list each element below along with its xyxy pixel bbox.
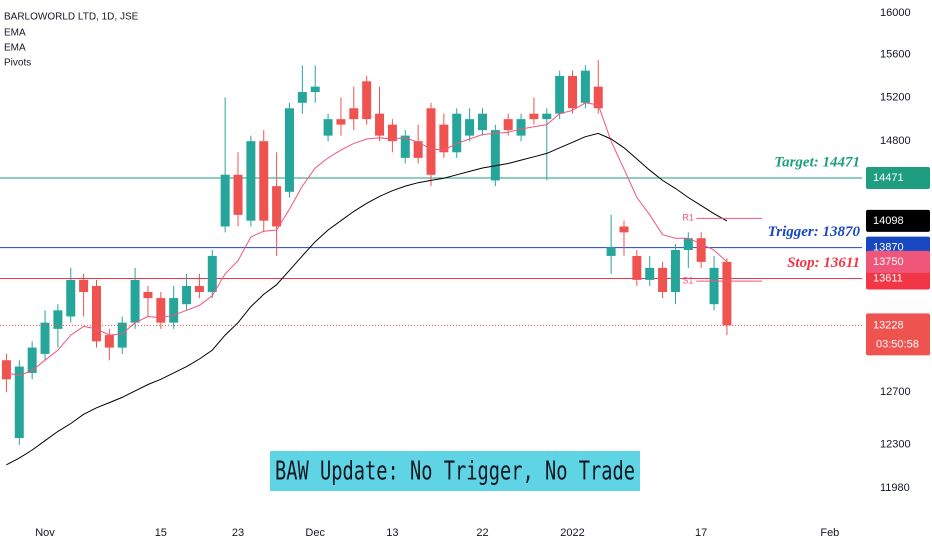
x-tick-label: 13 <box>386 527 398 539</box>
price-badge: 13870 <box>873 242 904 254</box>
legend-entry: EMA <box>4 28 26 39</box>
candle-body <box>503 119 513 131</box>
candle-body <box>683 238 693 250</box>
ema-badge-bg <box>866 250 930 273</box>
y-tick-label: 15600 <box>880 49 911 61</box>
candle-body <box>40 322 50 354</box>
candle-body <box>272 186 282 227</box>
price-line-label: Trigger: 13870 <box>768 224 861 240</box>
candle-body <box>91 285 101 342</box>
x-tick-label: 23 <box>232 527 244 539</box>
candle-body <box>336 119 346 125</box>
candle-body <box>722 261 732 326</box>
y-tick-label: 15200 <box>880 91 911 103</box>
candle-body <box>632 255 642 280</box>
chart-title: BARLOWORLD LTD, 1D, JSE <box>4 12 139 23</box>
candle-body <box>593 86 603 109</box>
candle-body <box>709 267 719 305</box>
candle-body <box>400 135 410 158</box>
candle-body <box>323 119 333 136</box>
candle-body <box>66 279 76 317</box>
annotation-bg <box>270 451 640 491</box>
candle-body <box>220 174 230 227</box>
candle-body <box>14 366 24 439</box>
y-tick-label: 12300 <box>880 439 911 451</box>
candle-body <box>117 322 127 348</box>
price-line-label: Target: 14471 <box>774 154 860 170</box>
price-badge: 14471 <box>873 172 904 184</box>
candle-body <box>182 285 192 305</box>
candle-body <box>516 119 526 136</box>
candle-body <box>580 70 590 103</box>
y-tick-label: 16000 <box>880 7 911 19</box>
candle-body <box>233 174 243 215</box>
x-tick-label: 15 <box>155 527 167 539</box>
candle-body <box>143 291 153 299</box>
candle-body <box>542 113 552 120</box>
ema-line <box>6 132 728 466</box>
candle-body <box>207 255 217 292</box>
current-price-badge: 13228 <box>873 319 904 331</box>
candle-body <box>297 92 307 103</box>
candle-body <box>465 119 475 136</box>
x-tick-label: Dec <box>305 527 325 539</box>
candle-body <box>349 108 359 120</box>
x-tick-label: Feb <box>820 527 839 539</box>
candle-body <box>696 238 706 262</box>
price-badge-bg <box>866 267 930 290</box>
candle-body <box>529 113 539 120</box>
ema-line <box>6 102 728 377</box>
candle-body <box>413 141 423 158</box>
candle-body <box>259 141 269 221</box>
x-tick-label: 22 <box>476 527 488 539</box>
candle-body <box>27 347 37 373</box>
x-tick-label: 2022 <box>560 527 584 539</box>
candle-body <box>670 249 680 292</box>
legend-entry: EMA <box>4 43 26 54</box>
y-tick-label: 11980 <box>880 482 910 494</box>
candle-body <box>246 141 256 221</box>
candle-body <box>568 75 578 109</box>
candle-body <box>79 279 89 292</box>
x-tick-label: Nov <box>35 527 55 539</box>
ema-badge-bg <box>866 209 930 232</box>
candle-body <box>555 75 565 114</box>
y-tick-label: 14800 <box>880 135 911 147</box>
y-tick-label: 12700 <box>880 386 911 398</box>
ema-badge: 14098 <box>873 215 904 227</box>
candle-body <box>194 285 204 292</box>
candle-body <box>156 298 166 323</box>
price-badge: 13611 <box>873 272 903 284</box>
candle-body <box>284 108 294 192</box>
candle-body <box>658 267 668 292</box>
pivot-label: S1 <box>682 275 693 285</box>
annotation: BAW Update: No Trigger, No Trade <box>275 457 635 487</box>
price-badge-bg <box>866 167 930 190</box>
ema-badge: 13750 <box>873 256 904 268</box>
candle-body <box>439 124 449 153</box>
candle-body <box>362 81 372 120</box>
candle-body <box>619 226 629 233</box>
candle-body <box>490 130 500 181</box>
candle-body <box>426 108 436 175</box>
candle-body <box>375 113 385 136</box>
candle-body <box>387 124 397 142</box>
candle-body <box>606 247 616 256</box>
candle-body <box>452 113 462 153</box>
pivot-label: R1 <box>682 213 694 223</box>
candle-body <box>104 335 114 348</box>
legend-entry: Pivots <box>4 58 31 69</box>
candle-body <box>1 360 11 380</box>
candle-body <box>310 86 320 93</box>
candle-body <box>130 279 140 323</box>
candle-body <box>477 113 487 131</box>
countdown: 03:50:58 <box>876 338 919 350</box>
candle-body <box>53 310 63 329</box>
candle-body <box>645 267 655 280</box>
current-badge-bg <box>866 313 930 356</box>
candle-body <box>169 298 179 323</box>
x-tick-label: 17 <box>695 527 707 539</box>
price-line-label: Stop: 13611 <box>787 255 860 271</box>
